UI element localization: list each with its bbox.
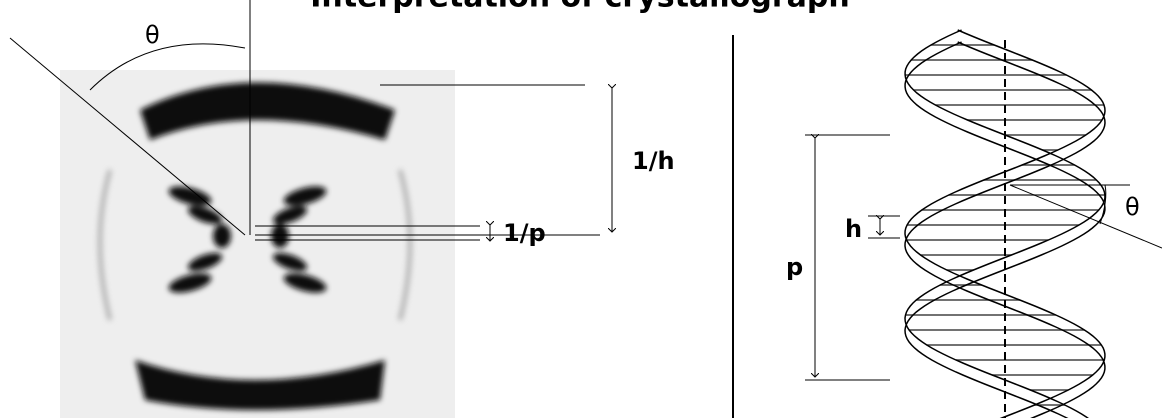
diffraction-photo bbox=[60, 70, 455, 418]
title: Interpretation of crystallograph bbox=[310, 0, 849, 15]
angle-label: θ bbox=[145, 21, 160, 49]
spot bbox=[271, 224, 289, 248]
rise-label: h bbox=[845, 215, 862, 243]
photo-background bbox=[60, 70, 455, 418]
pitch-label: p bbox=[786, 253, 803, 281]
diagram: Interpretation of crystallograph θ 1/h 1… bbox=[0, 0, 1162, 418]
helix-angle-label: θ bbox=[1125, 193, 1140, 221]
layer-label: 1/h bbox=[632, 147, 675, 175]
spot bbox=[213, 224, 231, 248]
spot-label: 1/p bbox=[503, 219, 546, 247]
